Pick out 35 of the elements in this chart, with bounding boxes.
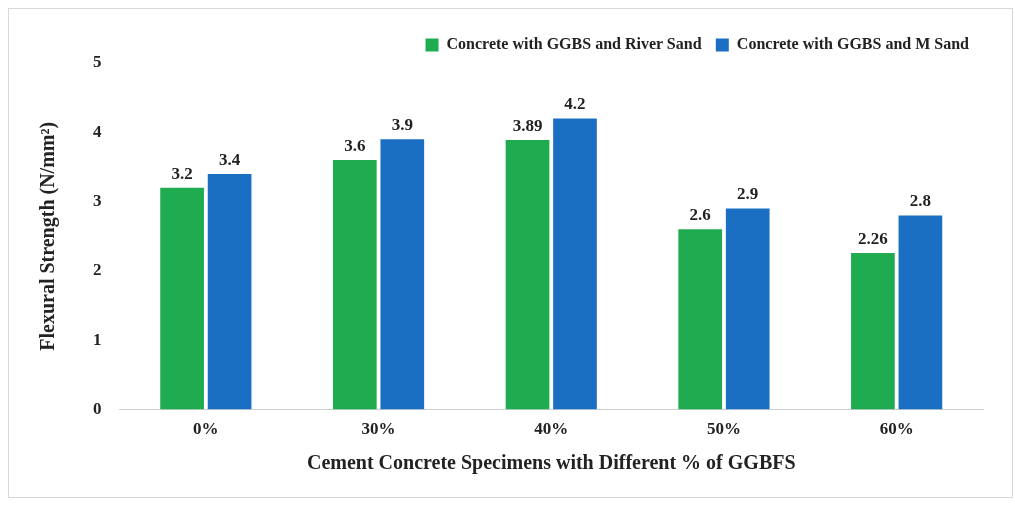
bar xyxy=(851,252,895,410)
data-label: 2.8 xyxy=(909,191,932,211)
x-tick-label: 0% xyxy=(193,419,219,439)
x-tick-label: 30% xyxy=(361,419,396,439)
bar xyxy=(505,139,550,410)
x-tick-label: 50% xyxy=(706,419,741,439)
data-label: 2.26 xyxy=(858,228,888,248)
data-label: 3.89 xyxy=(512,115,543,135)
bar xyxy=(160,187,204,410)
bar xyxy=(332,160,377,410)
y-tick-label: 5 xyxy=(93,52,102,72)
bar xyxy=(553,118,597,410)
y-tick-label: 1 xyxy=(93,329,102,349)
y-axis-title: Flexural Strength (N/mm²) xyxy=(36,121,60,351)
x-tick-label: 40% xyxy=(534,419,569,439)
data-label: 3.9 xyxy=(391,115,413,135)
data-label: 3.2 xyxy=(171,163,193,183)
x-axis-title: Cement Concrete Specimens with Different % of GGBFS xyxy=(306,451,796,475)
data-label: 2.9 xyxy=(737,184,759,204)
data-label: 3.6 xyxy=(344,135,366,155)
bar xyxy=(678,229,723,410)
bar xyxy=(207,173,252,410)
y-tick-label: 0 xyxy=(93,398,102,418)
y-tick-label: 3 xyxy=(93,191,102,211)
bar xyxy=(380,139,425,410)
y-tick-label: 2 xyxy=(93,260,102,280)
y-tick-label: 4 xyxy=(93,121,102,141)
x-tick-label: 60% xyxy=(879,419,914,439)
legend-label: Concrete with GGBS and River Sand xyxy=(446,35,702,53)
legend-label: Concrete with GGBS and M Sand xyxy=(736,35,970,53)
data-label: 2.6 xyxy=(689,205,711,225)
data-label: 3.4 xyxy=(218,149,241,169)
data-label: 4.2 xyxy=(564,94,586,114)
bar xyxy=(898,215,943,410)
bar xyxy=(725,208,770,410)
